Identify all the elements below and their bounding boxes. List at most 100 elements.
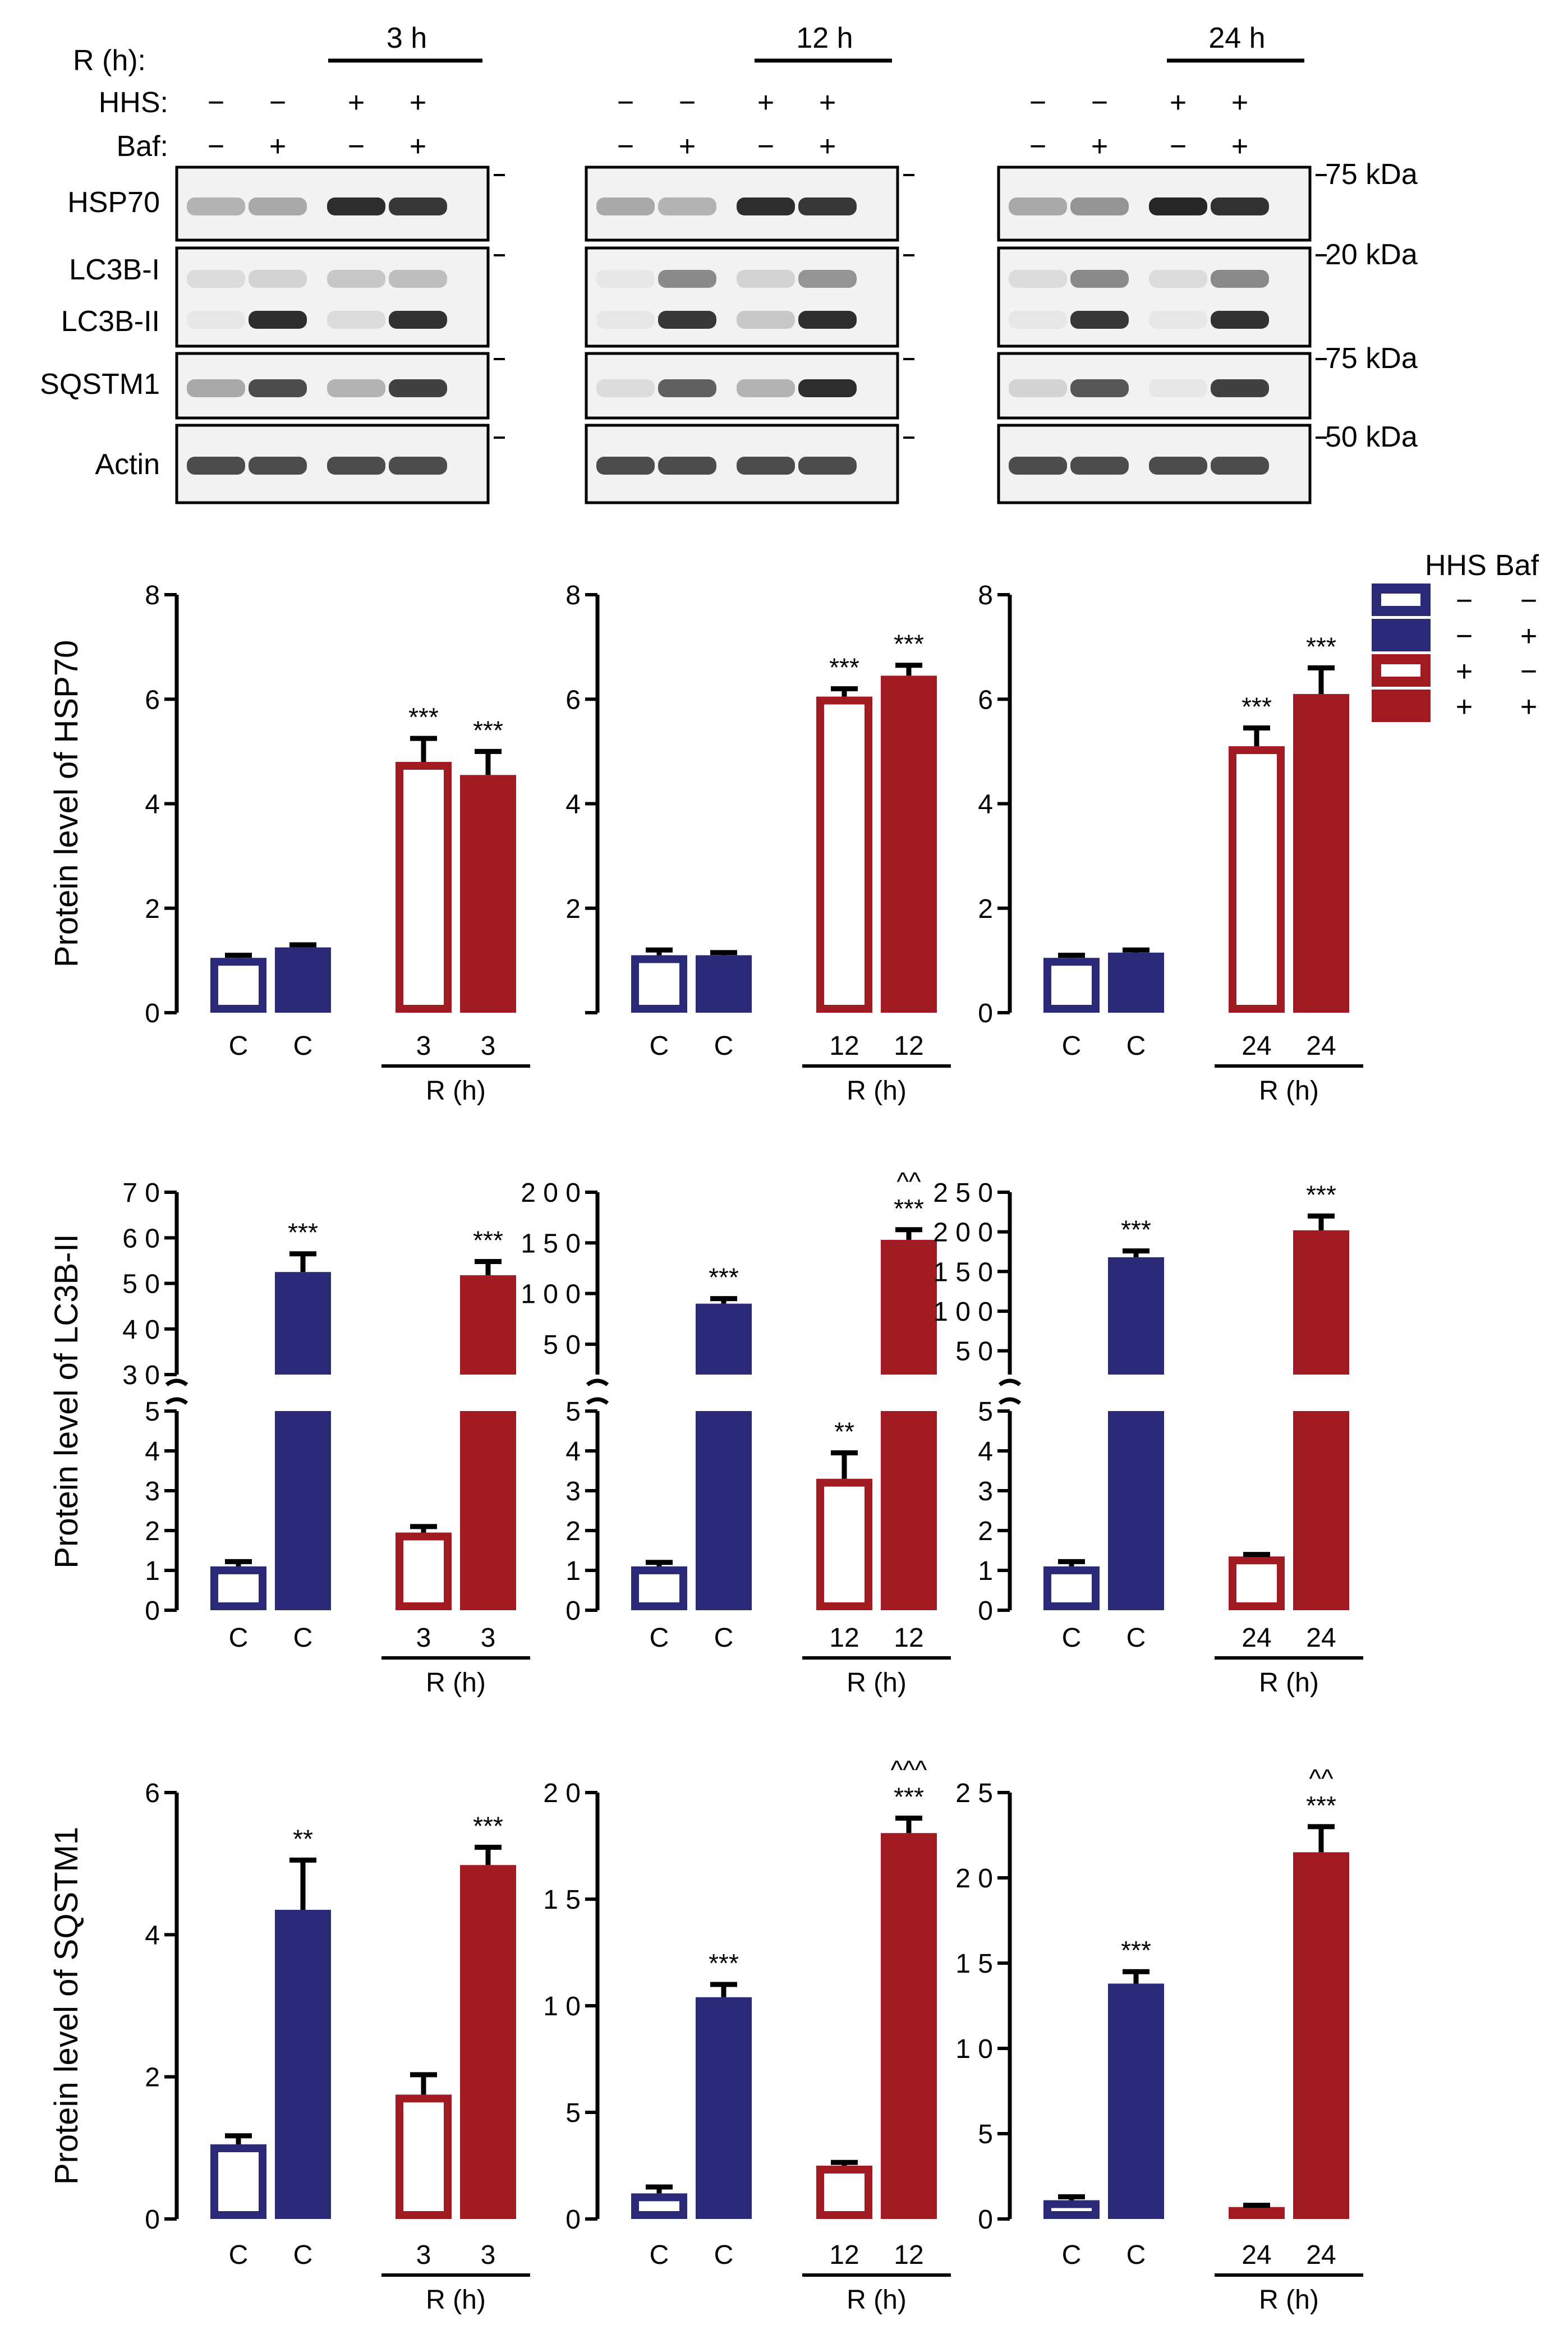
- y-tick-label: 2 0: [955, 1864, 993, 1894]
- baf-sign: +: [1231, 130, 1248, 163]
- x-tick-label: 3: [481, 1031, 496, 1061]
- y-tick-label: 5 0: [955, 1337, 993, 1367]
- lc3b-ii-band: [187, 311, 245, 329]
- lc3b-ii-band: [1070, 311, 1129, 329]
- y-tick-label: 2 0 0: [933, 1218, 993, 1248]
- hsp70-band: [389, 197, 447, 215]
- x-tick-label: 24: [1241, 1031, 1271, 1061]
- lc3b-ii-band: [1149, 311, 1207, 329]
- x-axis-title: R (h): [426, 1668, 486, 1698]
- y-tick-label: 1 0 0: [933, 1297, 993, 1327]
- significance-mark-2: ^^: [896, 1167, 921, 1196]
- y-tick-label: 2: [565, 894, 581, 924]
- y-tick-label: 8: [145, 581, 160, 610]
- sqstm1-band: [658, 379, 716, 397]
- y-tick-label: 1 5: [543, 1885, 581, 1915]
- sqstm1-band: [1009, 379, 1067, 397]
- y-tick-label: 6: [145, 1779, 160, 1808]
- y-tick-label: 1: [145, 1556, 160, 1586]
- actin-band: [798, 457, 857, 475]
- x-tick-label: C: [650, 1031, 669, 1061]
- y-tick-label: 4: [978, 1437, 993, 1467]
- bar-hollow: [1051, 2208, 1092, 2211]
- significance-mark: ***: [1241, 692, 1272, 721]
- baf-sign: −: [348, 130, 365, 163]
- baf-sign: +: [679, 130, 696, 163]
- y-tick-label: 5: [145, 1397, 160, 1427]
- sqstm1-band: [596, 379, 655, 397]
- lc3b-ii-band: [327, 311, 385, 329]
- y-tick-label: 2 0 0: [521, 1178, 581, 1208]
- bar-hollow: [1051, 1574, 1092, 1602]
- y-tick-label: 1 0: [543, 1992, 581, 2021]
- y-tick-label: 4: [145, 790, 160, 820]
- y-tick-label: 5 0: [122, 1270, 160, 1299]
- x-tick-label: C: [293, 2240, 313, 2270]
- baf-sign: −: [1029, 130, 1046, 163]
- bar-hollow: [218, 966, 259, 1005]
- bar: [275, 1411, 331, 1610]
- bar: [460, 1275, 516, 1375]
- sqstm1-band: [1070, 379, 1129, 397]
- bar-hollow: [639, 963, 679, 1005]
- legend-hhs-sign: +: [1456, 655, 1473, 688]
- y-tick-label: 5: [565, 1397, 581, 1427]
- y-tick-label: 0: [145, 999, 160, 1028]
- y-tick-label: 1: [565, 1556, 581, 1586]
- significance-mark: **: [834, 1417, 854, 1446]
- bar: [1108, 1411, 1164, 1610]
- x-tick-label: C: [650, 2240, 669, 2270]
- legend-hhs-sign: −: [1456, 620, 1473, 653]
- y-tick-label: 3: [565, 1477, 581, 1506]
- y-tick-label: 7 0: [122, 1178, 160, 1208]
- marker-label: 20 kDa: [1325, 238, 1418, 271]
- y-tick-label: 5: [978, 2120, 993, 2149]
- hhs-sign: +: [757, 86, 774, 119]
- y-tick-label: 4: [145, 1920, 160, 1950]
- actin-band: [1070, 457, 1129, 475]
- legend-swatch-hole: [1381, 594, 1420, 606]
- hhs-sign: −: [269, 86, 286, 119]
- x-tick-label: C: [714, 1623, 734, 1653]
- hhs-sign: −: [679, 86, 696, 119]
- lc3b-i-band: [327, 270, 385, 288]
- baf-sign: +: [269, 130, 286, 163]
- x-axis-title: R (h): [1259, 1076, 1319, 1106]
- legend-swatch: [1372, 690, 1431, 722]
- bar-break-gap: [881, 1375, 937, 1410]
- x-axis-title: R (h): [426, 1076, 486, 1106]
- bar: [696, 1411, 752, 1610]
- lc3b-i-band: [1211, 270, 1269, 288]
- baf-sign: −: [617, 130, 634, 163]
- chart-legend: HHS Baf− −− ++ −+ +: [1372, 549, 1539, 723]
- x-tick-label: 3: [416, 2240, 431, 2270]
- y-tick-label: 2: [145, 1517, 160, 1546]
- y-tick-label: 4: [978, 790, 993, 820]
- bar-hollow: [824, 2174, 865, 2211]
- hsp70-band: [596, 197, 655, 215]
- protein-label: SQSTM1: [40, 368, 160, 401]
- y-tick-label: 5: [978, 1397, 993, 1427]
- y-tick-label: 4: [565, 790, 581, 820]
- lc3b-i-band: [389, 270, 447, 288]
- lc3b-ii-band: [658, 311, 716, 329]
- hhs-sign: −: [208, 86, 224, 119]
- lc3b-ii-band: [798, 311, 857, 329]
- bar-hollow: [1051, 966, 1092, 1005]
- bar-hollow: [824, 704, 865, 1005]
- blot-box: [175, 246, 490, 348]
- bar: [1229, 2207, 1285, 2219]
- x-tick-label: C: [293, 1031, 313, 1061]
- sqstm1-band: [389, 379, 447, 397]
- marker-label: 75 kDa: [1325, 158, 1418, 191]
- bar-hollow: [639, 1574, 679, 1602]
- x-tick-label: 24: [1241, 2240, 1271, 2270]
- bar: [696, 1997, 752, 2219]
- bar-chart: 0 1 2 3 4 5 5 0 1 0 0 1 5 0 2 0 0 2 5 0 *** *** C C 24 2…: [933, 1178, 1363, 1698]
- bar-break-gap: [1293, 1375, 1349, 1410]
- significance-mark: ***: [894, 630, 924, 659]
- axis-break: [586, 1397, 609, 1405]
- lc3b-i-band: [187, 270, 245, 288]
- bar-hollow: [1236, 754, 1277, 1005]
